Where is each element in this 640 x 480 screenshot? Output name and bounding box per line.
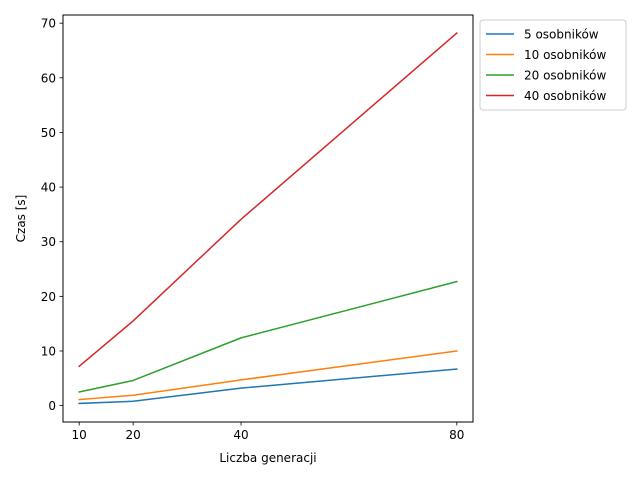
legend-box: [479, 19, 627, 111]
legend-label: 40 osobników: [524, 89, 606, 103]
y-tick-label: 40: [41, 181, 56, 195]
y-tick-label: 20: [41, 290, 56, 304]
y-tick-label: 70: [41, 17, 56, 31]
y-axis: 0 10 20 30 40 50 60 70: [41, 17, 63, 413]
legend: 5 osobników 10 osobników 20 osobników 40 os…: [479, 19, 627, 111]
y-tick-label: 10: [41, 344, 56, 358]
series-line-3: [78, 280, 458, 393]
legend-label: 10 osobników: [524, 48, 606, 62]
series-line-1: [78, 368, 458, 405]
series-line-2: [78, 350, 458, 401]
series-line-4: [78, 31, 458, 368]
y-tick-label: 50: [41, 126, 56, 140]
plot-frame: [62, 14, 474, 423]
x-tick-label: 10: [72, 428, 87, 442]
y-axis-label: Czas [s]: [14, 195, 28, 243]
x-axis-label: Liczba generacji: [219, 451, 316, 465]
legend-label: 5 osobników: [524, 28, 599, 42]
y-tick-label: 60: [41, 71, 56, 85]
y-tick-label: 30: [41, 235, 56, 249]
y-tick-label: 0: [48, 399, 56, 413]
x-tick-label: 40: [233, 428, 248, 442]
legend-label: 20 osobników: [524, 69, 606, 83]
series-layer: [78, 31, 458, 405]
x-axis: 10 20 40 80: [72, 422, 464, 442]
x-tick-label: 20: [125, 428, 140, 442]
x-tick-label: 80: [449, 428, 464, 442]
